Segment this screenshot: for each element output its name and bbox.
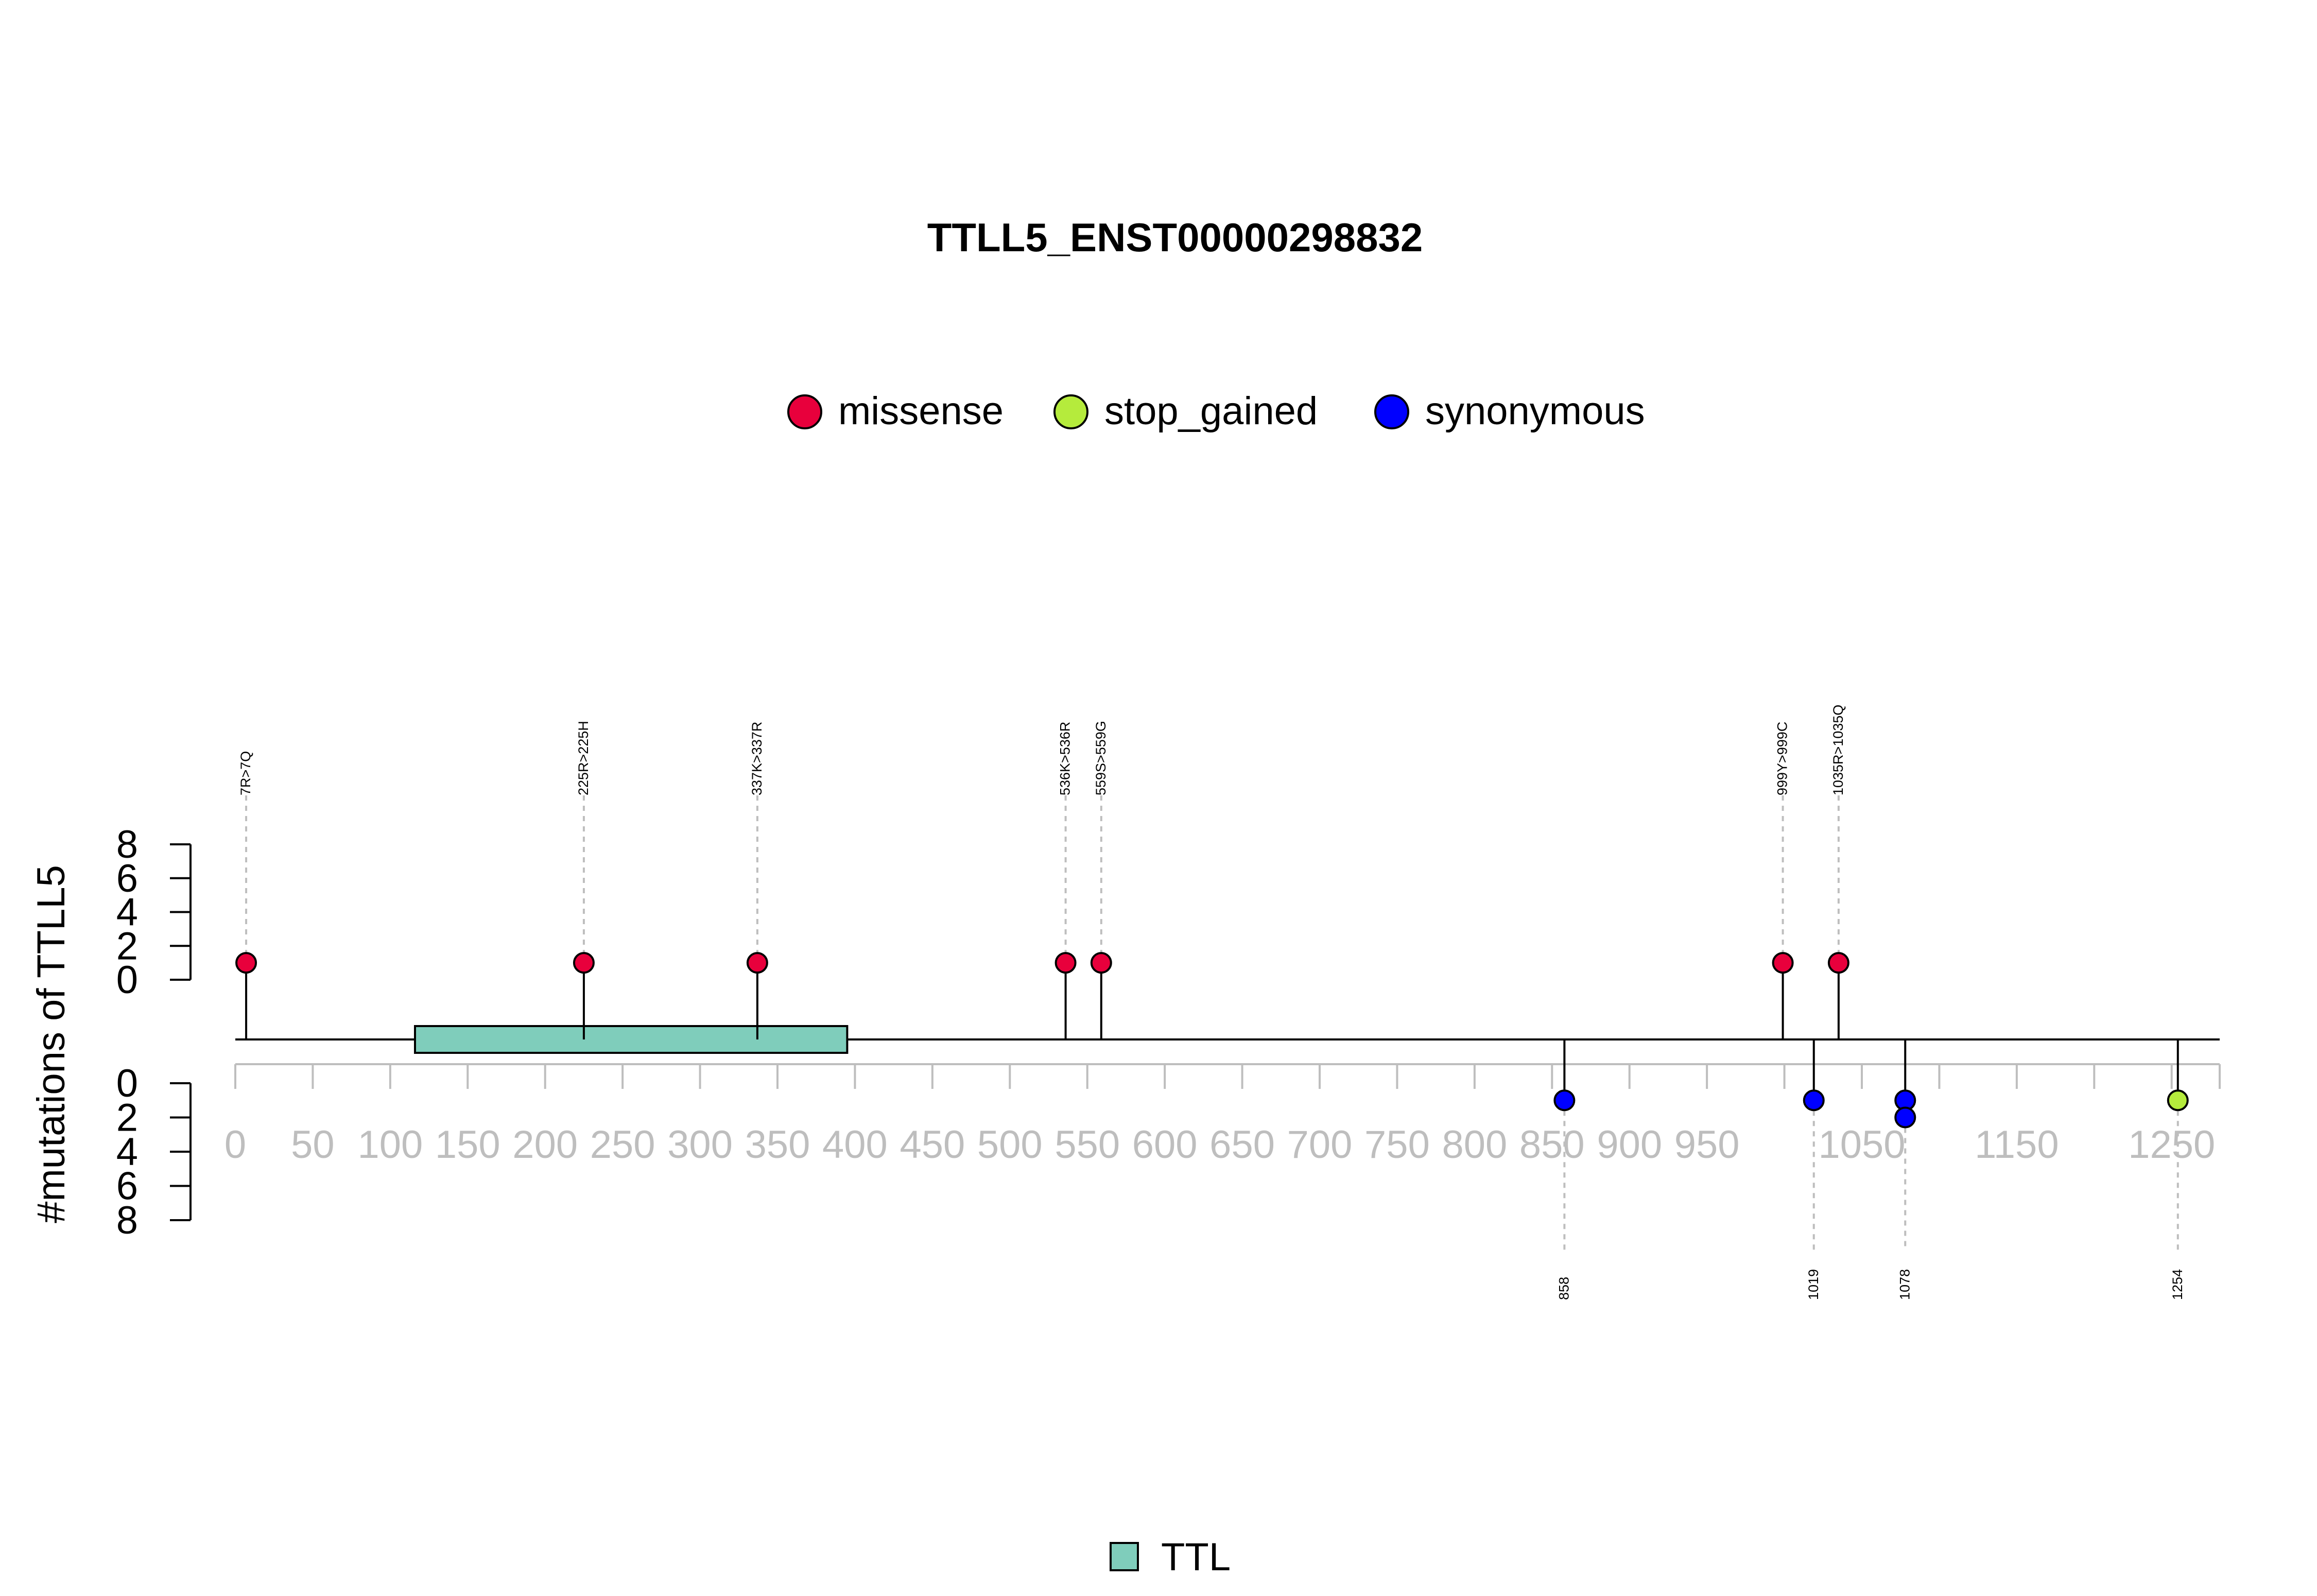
y-axis-label: #mutations of TTLL5	[29, 865, 73, 1223]
mutation-label: 1078	[1897, 1269, 1912, 1300]
x-tick-label: 150	[435, 1123, 500, 1167]
y-tick-label: 6	[116, 857, 138, 900]
mutation-label: 559S>559G	[1093, 721, 1109, 795]
mutation-point	[1054, 952, 1077, 974]
mutation-point	[1772, 952, 1794, 974]
x-tick-label: 200	[512, 1123, 578, 1167]
mutation-label: 1254	[2170, 1269, 2185, 1300]
x-tick-label: 600	[1132, 1123, 1198, 1167]
mutation-point	[1553, 1089, 1576, 1112]
mutation-point	[1803, 1089, 1825, 1112]
mutation-label: 536K>536R	[1058, 722, 1073, 795]
upper-mutations: 7R>7Q 225R>225H 337K>337R 536K>536R 559S>559…	[235, 705, 1849, 1039]
mutation-type-legend: missense stop_gained synonymous	[787, 389, 1645, 433]
mutation-point	[1827, 952, 1849, 974]
mutation-label: 1035R>1035Q	[1830, 705, 1846, 795]
chart-title: TTLL5_ENST00000298832	[927, 215, 1423, 260]
x-tick-label: 300	[667, 1123, 733, 1167]
x-tick-label: 550	[1054, 1123, 1120, 1167]
legend-label-missense: missense	[838, 389, 1004, 433]
mutation-label: 225R>225H	[576, 721, 591, 795]
legend-swatch-synonymous	[1374, 394, 1409, 429]
y-tick-label: 4	[116, 1130, 138, 1174]
x-tick-label: 450	[900, 1123, 965, 1167]
domain-legend-label: TTL	[1161, 1535, 1231, 1579]
legend-swatch-stop_gained	[1053, 394, 1088, 429]
x-tick-label: 0	[224, 1123, 246, 1167]
mutation-label: 7R>7Q	[238, 751, 253, 795]
y-tick-label: 2	[116, 924, 138, 968]
legend-label-stop_gained: stop_gained	[1104, 389, 1318, 433]
mutation-point	[1894, 1106, 1916, 1129]
y-tick-label: 8	[116, 1199, 138, 1242]
mutation-point	[1090, 952, 1112, 974]
x-tick-label: 50	[291, 1123, 335, 1167]
y-tick-label: 2	[116, 1096, 138, 1140]
domain-TTL	[413, 1025, 849, 1054]
x-tick-label: 850	[1519, 1123, 1585, 1167]
x-tick-label: 400	[822, 1123, 888, 1167]
x-tick-label: 1150	[1975, 1123, 2059, 1167]
x-tick-label: 250	[590, 1123, 655, 1167]
x-tick-label: 700	[1287, 1123, 1353, 1167]
x-tick-label: 350	[745, 1123, 810, 1167]
mutation-label: 858	[1556, 1277, 1571, 1300]
mutation-point	[235, 952, 257, 974]
mutation-label: 1019	[1806, 1269, 1821, 1300]
lower-mutations: 858 1019 1078 1254	[1553, 1039, 2189, 1300]
mutation-label: 337K>337R	[749, 722, 765, 795]
x-tick-label: 100	[357, 1123, 423, 1167]
x-tick-label: 900	[1597, 1123, 1662, 1167]
x-tick-label: 1250	[2128, 1123, 2215, 1167]
x-tick-label: 750	[1364, 1123, 1430, 1167]
domain-legend-swatch	[1110, 1542, 1139, 1571]
y-tick-label: 0	[116, 1062, 138, 1105]
y-tick-label: 4	[116, 891, 138, 934]
x-tick-label: 950	[1674, 1123, 1740, 1167]
mutation-point	[746, 952, 768, 974]
mutation-point	[2167, 1089, 2189, 1112]
y-tick-label: 0	[116, 958, 138, 1002]
x-tick-label: 800	[1442, 1123, 1507, 1167]
x-axis: 0 50 100 150 200 250 300 350 400 450 500 550 600 650 7…	[224, 1063, 2221, 1167]
legend-swatch-missense	[787, 394, 822, 429]
mutation-point	[573, 952, 595, 974]
x-tick-label: 500	[977, 1123, 1043, 1167]
y-tick-label: 6	[116, 1165, 138, 1208]
mutation-label: 999Y>999C	[1775, 722, 1790, 795]
protein-domains	[413, 1025, 849, 1054]
legend-label-synonymous: synonymous	[1425, 389, 1645, 433]
x-tick-label: 1050	[1818, 1123, 1905, 1167]
domain-legend: TTL	[1110, 1535, 1231, 1579]
x-tick-label: 650	[1209, 1123, 1275, 1167]
y-tick-label: 8	[116, 823, 138, 866]
